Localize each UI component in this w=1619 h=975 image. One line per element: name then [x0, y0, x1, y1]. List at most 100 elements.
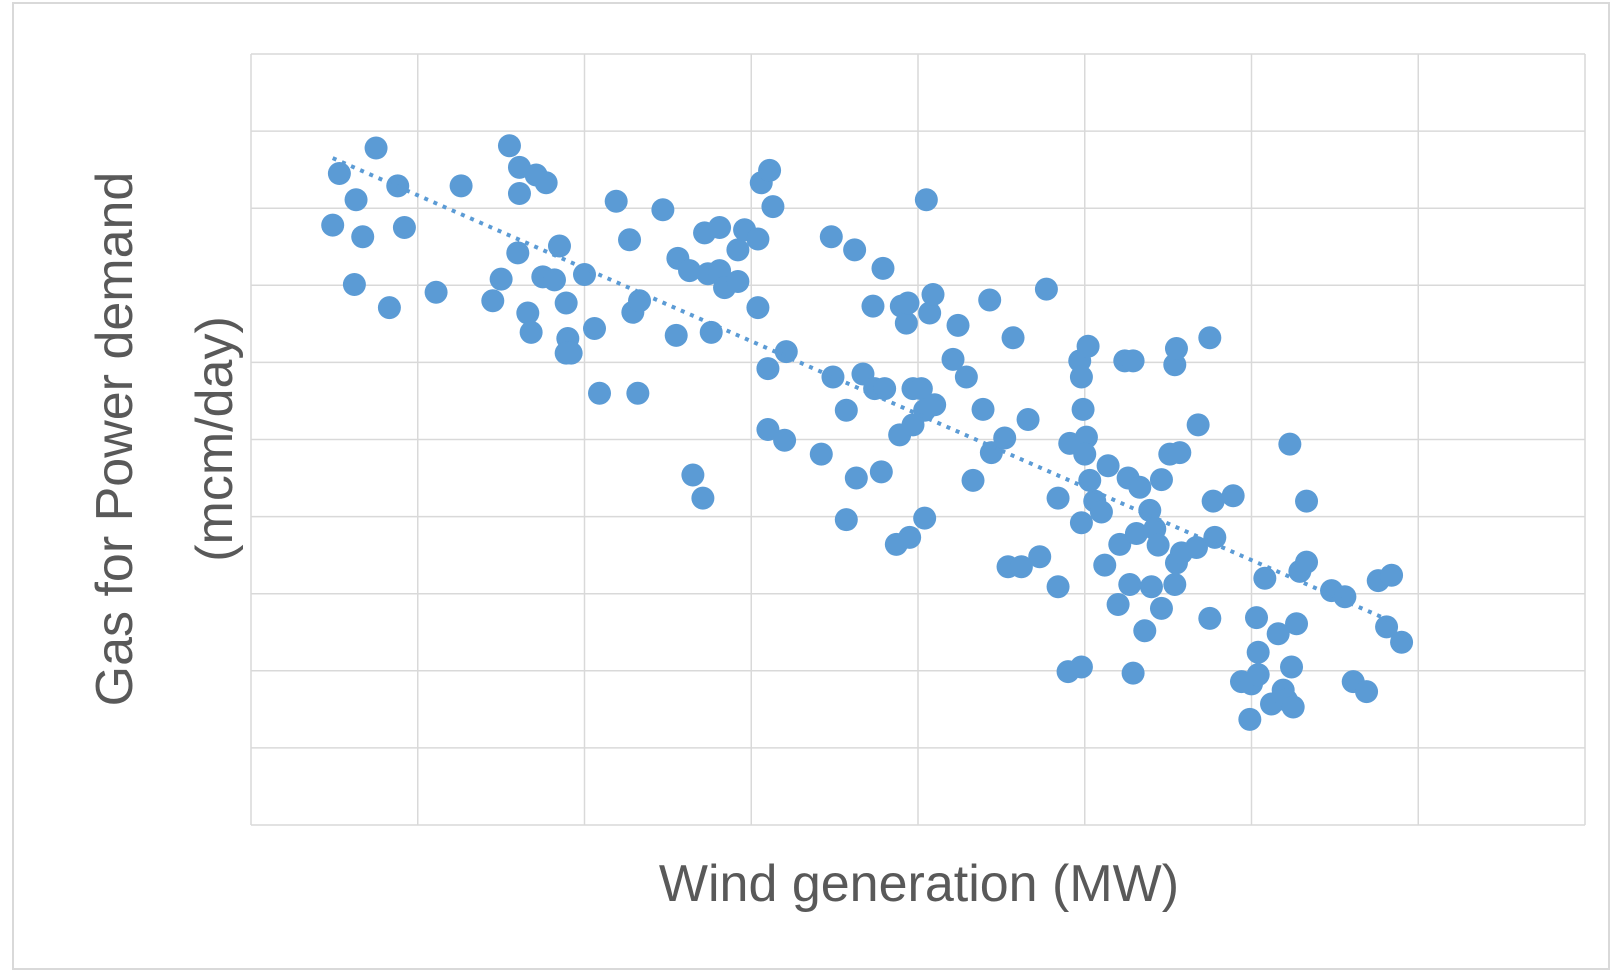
point [573, 263, 596, 287]
point [588, 381, 612, 405]
chart-frame [12, 2, 1610, 970]
point [869, 460, 893, 484]
point [1028, 545, 1052, 569]
point [547, 234, 571, 258]
point [978, 288, 1002, 312]
point [351, 225, 375, 249]
trendline [331, 156, 1390, 622]
point [843, 238, 867, 262]
point [1046, 575, 1070, 599]
point [746, 296, 770, 320]
point [651, 198, 675, 222]
point [1355, 680, 1379, 704]
point [519, 320, 543, 344]
point [1139, 575, 1163, 599]
point [1295, 489, 1319, 513]
point [761, 195, 785, 219]
point [1221, 484, 1245, 508]
point [1285, 612, 1309, 636]
point [516, 301, 540, 325]
point [691, 486, 715, 510]
point [507, 182, 531, 206]
point [497, 134, 521, 158]
point [542, 268, 566, 292]
point [809, 442, 833, 466]
point [946, 313, 970, 337]
point [1046, 486, 1070, 510]
point [1253, 566, 1277, 590]
point [834, 508, 858, 532]
point [971, 397, 995, 421]
point [1069, 511, 1093, 535]
point [1278, 432, 1302, 456]
point [1198, 326, 1222, 350]
point [871, 256, 895, 280]
point [756, 417, 780, 441]
x-axis-label: Wind generation (MW) [659, 855, 1179, 913]
point [1016, 407, 1040, 431]
point [1149, 468, 1173, 492]
point [1118, 572, 1142, 596]
point [554, 291, 578, 315]
point [321, 213, 345, 237]
point [1246, 663, 1270, 687]
point [961, 468, 985, 492]
point [1281, 695, 1305, 719]
point [1245, 606, 1269, 630]
point [844, 466, 868, 490]
point [327, 162, 351, 186]
point [449, 174, 473, 198]
point [626, 381, 650, 405]
point [1121, 349, 1145, 373]
point [1124, 522, 1148, 546]
point [834, 398, 858, 422]
point [1076, 334, 1100, 358]
point [1198, 606, 1222, 630]
point [894, 311, 918, 335]
point [1295, 550, 1319, 574]
point [1280, 655, 1304, 679]
point [746, 227, 770, 251]
y-axis-label: Gas for Power demand [86, 172, 144, 707]
point [758, 158, 782, 182]
point [1073, 442, 1097, 466]
point [898, 525, 922, 549]
point [344, 188, 368, 212]
point [773, 428, 797, 452]
point [918, 301, 942, 325]
point [1093, 553, 1117, 577]
point [1074, 425, 1098, 449]
point [392, 215, 416, 239]
point [1168, 441, 1192, 465]
point [342, 273, 366, 297]
point [583, 316, 607, 340]
point [819, 225, 843, 249]
point [681, 463, 705, 487]
point [364, 136, 388, 160]
y-axis-label: (mcm/day) [186, 316, 244, 562]
point [1106, 592, 1130, 616]
point [1133, 619, 1157, 643]
point [1121, 661, 1145, 685]
point [1380, 563, 1404, 587]
point [941, 347, 965, 371]
point [628, 289, 652, 313]
point [1201, 489, 1225, 513]
point [481, 289, 505, 313]
point [1069, 365, 1093, 389]
point [821, 365, 845, 389]
point [1266, 622, 1290, 646]
plot [321, 134, 1414, 731]
point [909, 377, 933, 401]
point [678, 259, 702, 283]
point [1009, 555, 1033, 579]
point [1096, 454, 1120, 478]
point [1089, 500, 1113, 524]
point [1146, 533, 1170, 557]
point [1390, 630, 1414, 654]
point [699, 320, 723, 344]
point [1138, 498, 1162, 522]
point [726, 238, 750, 262]
point [1163, 572, 1187, 596]
